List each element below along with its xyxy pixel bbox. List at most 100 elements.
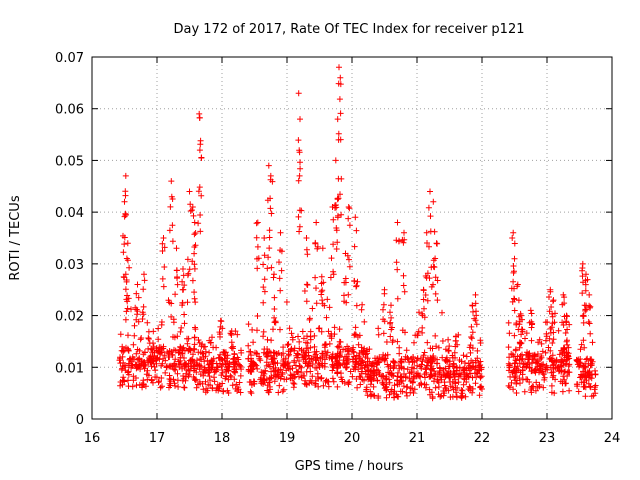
data-point xyxy=(289,365,296,372)
data-point xyxy=(318,374,325,381)
data-point xyxy=(577,356,584,362)
data-point xyxy=(280,362,287,369)
data-point xyxy=(354,278,361,285)
x-tick-labels: 16 17 18 19 20 21 22 23 24 xyxy=(84,431,621,446)
data-point xyxy=(513,390,520,396)
data-point xyxy=(588,357,594,364)
data-point xyxy=(136,347,143,354)
data-point xyxy=(181,282,188,289)
data-point xyxy=(314,354,321,361)
data-point xyxy=(383,394,390,401)
data-point xyxy=(124,240,131,247)
data-point xyxy=(245,355,252,362)
data-point xyxy=(192,377,199,384)
data-point xyxy=(159,240,166,247)
data-point xyxy=(264,387,271,394)
data-point xyxy=(205,381,212,388)
data-point xyxy=(578,379,585,386)
data-point xyxy=(460,381,467,388)
data-point xyxy=(286,351,292,358)
data-point xyxy=(472,317,479,324)
data-point xyxy=(206,373,213,380)
data-point xyxy=(354,384,361,391)
data-point xyxy=(411,386,418,393)
data-point xyxy=(312,382,319,388)
data-point xyxy=(379,380,386,386)
data-point xyxy=(249,326,256,333)
data-point xyxy=(337,74,344,81)
data-point xyxy=(439,309,445,316)
data-point xyxy=(216,383,223,390)
data-point xyxy=(391,382,398,389)
data-point xyxy=(529,383,536,390)
data-point xyxy=(318,273,325,280)
data-point xyxy=(430,263,437,270)
data-point xyxy=(329,375,336,382)
data-point xyxy=(506,384,513,391)
data-point xyxy=(445,336,452,343)
data-point xyxy=(334,383,341,390)
data-point xyxy=(551,357,558,364)
data-point xyxy=(514,363,521,370)
data-point xyxy=(266,227,273,234)
data-point xyxy=(153,374,160,381)
data-point xyxy=(194,362,201,369)
data-point xyxy=(177,343,184,350)
data-point xyxy=(519,351,525,358)
data-point xyxy=(521,388,528,395)
data-point xyxy=(583,377,590,384)
data-point xyxy=(425,204,432,211)
data-point xyxy=(315,383,322,390)
data-point xyxy=(523,330,530,337)
data-point xyxy=(338,175,345,182)
data-point xyxy=(368,362,375,369)
data-point xyxy=(182,377,189,384)
data-point xyxy=(181,355,187,361)
data-point xyxy=(370,368,376,375)
data-point xyxy=(463,353,470,360)
data-point xyxy=(472,300,479,307)
data-point xyxy=(434,297,441,304)
data-point xyxy=(477,362,484,368)
data-point xyxy=(472,291,479,298)
data-point xyxy=(174,333,181,340)
data-point xyxy=(524,349,530,356)
data-point xyxy=(189,258,196,265)
data-point xyxy=(510,229,517,236)
data-point xyxy=(124,257,131,264)
data-point xyxy=(268,356,275,363)
data-point xyxy=(531,367,538,374)
data-point xyxy=(364,355,371,362)
data-point xyxy=(123,308,130,315)
data-point xyxy=(187,208,194,214)
data-point xyxy=(558,356,565,363)
data-point xyxy=(445,387,452,394)
data-point xyxy=(565,344,572,351)
data-point xyxy=(388,314,395,321)
data-point xyxy=(352,214,359,221)
data-point xyxy=(150,361,157,367)
data-point xyxy=(195,220,202,227)
data-point xyxy=(562,380,569,387)
data-point xyxy=(355,353,362,360)
data-point xyxy=(423,381,430,388)
data-point xyxy=(419,312,426,319)
data-point xyxy=(401,288,408,295)
data-point xyxy=(538,354,545,361)
data-point xyxy=(315,360,322,367)
data-point xyxy=(200,350,207,357)
data-point xyxy=(173,245,180,252)
data-point xyxy=(167,203,174,210)
data-point xyxy=(122,271,129,278)
data-point xyxy=(168,313,175,320)
data-point xyxy=(550,365,557,372)
data-point xyxy=(433,360,440,367)
data-point xyxy=(266,245,273,252)
data-point xyxy=(181,384,188,391)
data-point xyxy=(422,292,429,298)
data-point xyxy=(169,351,176,358)
data-point xyxy=(180,373,187,379)
data-point xyxy=(396,237,403,244)
data-point xyxy=(285,341,292,348)
